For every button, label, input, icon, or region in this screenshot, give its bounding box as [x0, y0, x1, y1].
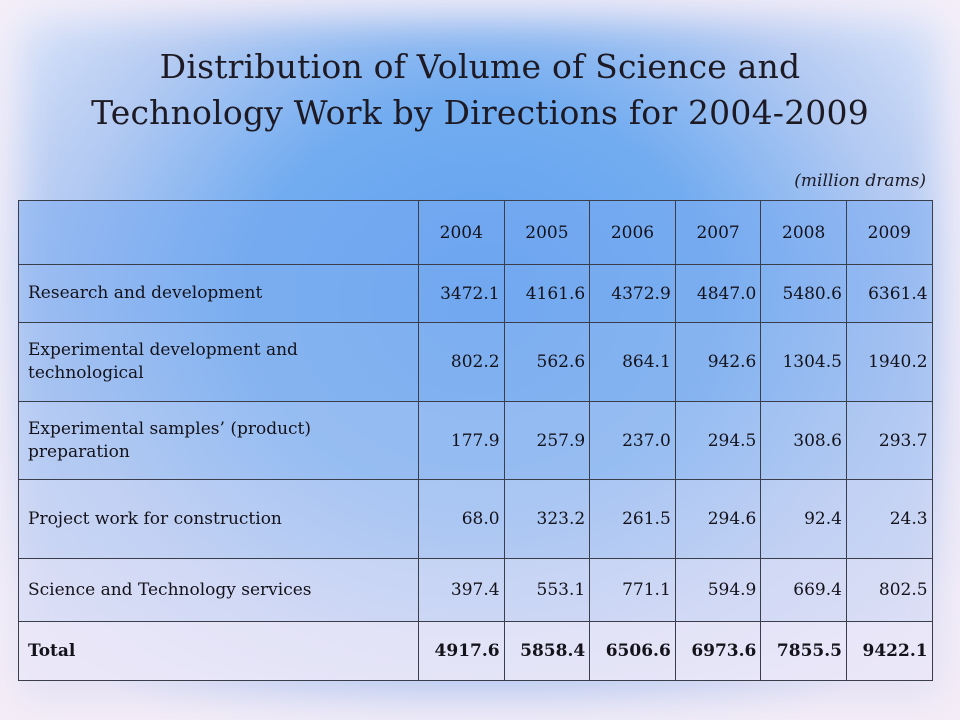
row-label: Experimental samples’ (product) preparat… [18, 401, 419, 480]
table-cell: 562.6 [503, 322, 591, 402]
table-cell: 237.0 [589, 401, 676, 480]
table-cell: 293.7 [845, 401, 933, 480]
header-year-2008: 2008 [760, 200, 847, 265]
table-cell: 1940.2 [845, 322, 933, 402]
table-cell: 6361.4 [845, 264, 933, 323]
slide-title-line-2: Technology Work by Directions for 2004-2… [91, 93, 869, 132]
table-cell: 6973.6 [674, 621, 762, 681]
table-cell: 6506.6 [589, 621, 676, 681]
table-row-experimental-development: Experimental development and technologic… [18, 322, 933, 402]
header-year-2009: 2009 [845, 200, 933, 265]
table-cell: 864.1 [589, 322, 676, 402]
slide-title: Distribution of Volume of Science and Tec… [40, 44, 920, 136]
table-cell: 323.2 [503, 479, 591, 559]
table-cell: 669.4 [760, 558, 847, 622]
table-row-experimental-samples: Experimental samples’ (product) preparat… [18, 401, 933, 480]
table-row-science-and-technology-services: Science and Technology services 397.4 55… [18, 558, 933, 622]
table-cell: 7855.5 [760, 621, 847, 681]
table-cell: 4847.0 [674, 264, 762, 323]
table-cell: 4917.6 [418, 621, 505, 681]
table-cell: 942.6 [674, 322, 762, 402]
header-year-2006: 2006 [589, 200, 676, 265]
header-year-2005: 2005 [503, 200, 591, 265]
table-cell: 4372.9 [589, 264, 676, 323]
table-cell: 4161.6 [503, 264, 591, 323]
table-cell: 24.3 [845, 479, 933, 559]
table-cell: 397.4 [418, 558, 505, 622]
table-cell: 294.6 [674, 479, 762, 559]
table-row-project-work-for-construction: Project work for construction 68.0 323.2… [18, 479, 933, 559]
table-cell: 9422.1 [845, 621, 933, 681]
units-note: (million drams) [794, 171, 926, 191]
table-row-total: Total 4917.6 5858.4 6506.6 6973.6 7855.5… [18, 621, 933, 681]
table-cell: 257.9 [503, 401, 591, 480]
science-work-table: 2004 2005 2006 2007 2008 2009 Research a… [18, 200, 933, 681]
table-cell: 68.0 [418, 479, 505, 559]
table-cell: 802.5 [845, 558, 933, 622]
table-cell: 261.5 [589, 479, 676, 559]
header-year-2004: 2004 [418, 200, 505, 265]
table-cell: 802.2 [418, 322, 505, 402]
table-cell: 553.1 [503, 558, 591, 622]
table-cell: 771.1 [589, 558, 676, 622]
header-year-2007: 2007 [674, 200, 762, 265]
table-cell: 1304.5 [760, 322, 847, 402]
header-row: 2004 2005 2006 2007 2008 2009 [18, 200, 933, 265]
table-row-research-and-development: Research and development 3472.1 4161.6 4… [18, 264, 933, 323]
row-label: Research and development [18, 264, 419, 323]
row-label: Experimental development and technologic… [18, 322, 419, 402]
table-cell: 294.5 [674, 401, 762, 480]
header-corner-cell [18, 200, 419, 265]
table-cell: 308.6 [760, 401, 847, 480]
table-cell: 594.9 [674, 558, 762, 622]
table-cell: 5858.4 [503, 621, 591, 681]
table-cell: 3472.1 [418, 264, 505, 323]
table-cell: 92.4 [760, 479, 847, 559]
row-label: Project work for construction [18, 479, 419, 559]
row-label: Science and Technology services [18, 558, 419, 622]
table-cell: 5480.6 [760, 264, 847, 323]
table-cell: 177.9 [418, 401, 505, 480]
row-label-total: Total [18, 621, 419, 681]
slide-title-line-1: Distribution of Volume of Science and [159, 47, 801, 86]
